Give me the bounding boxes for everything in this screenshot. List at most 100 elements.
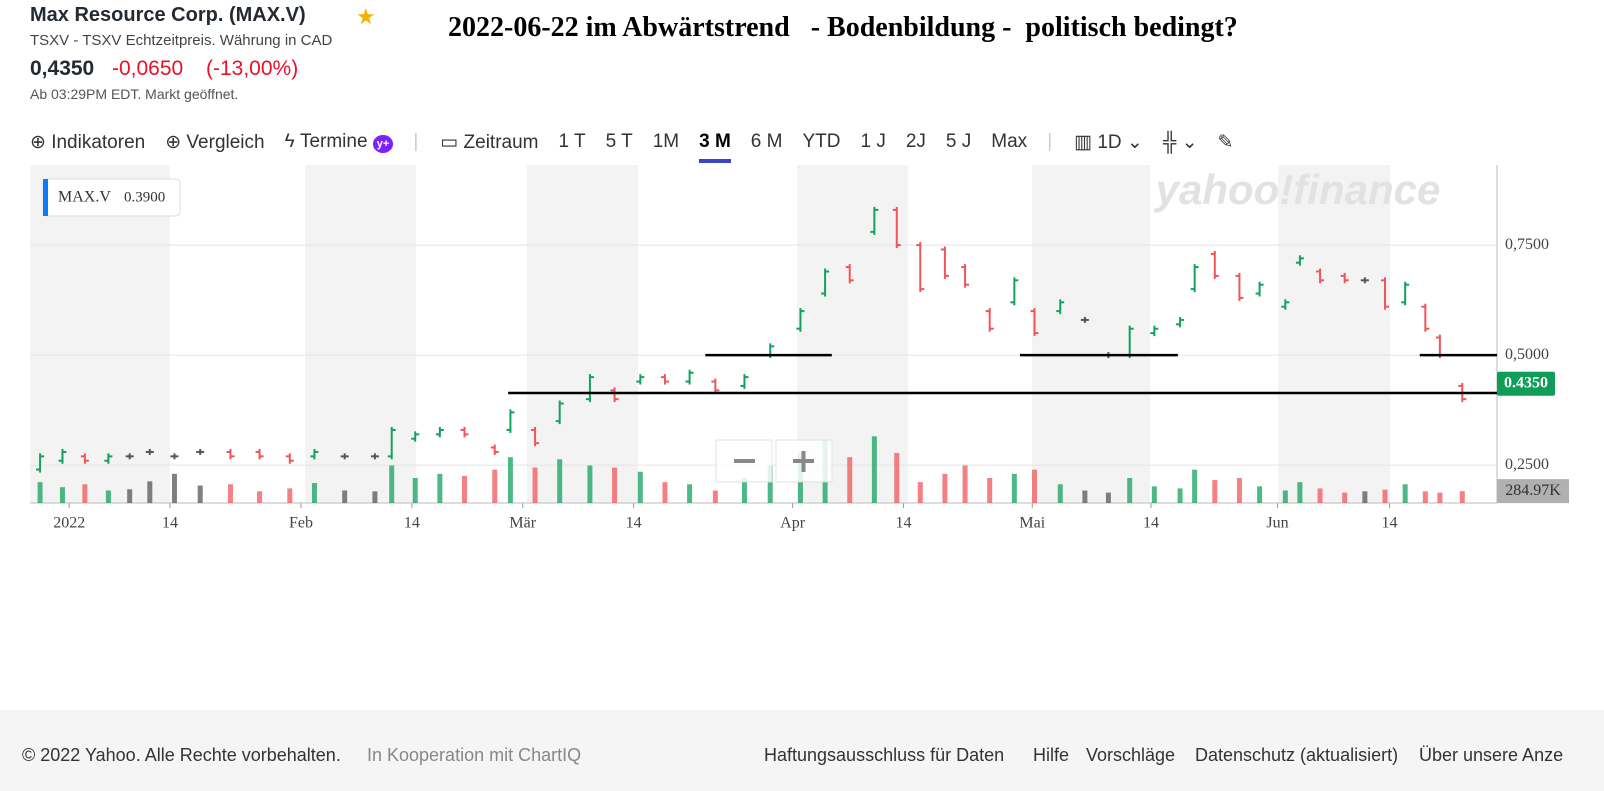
volume-bar [37,482,43,503]
x-tick-label: 14 [1143,515,1159,532]
volume-bar [962,465,968,503]
price: 0,4350 [30,57,95,80]
separator: | [1047,131,1053,152]
footer-link[interactable]: Datenschutz (aktualisiert) [1195,745,1399,765]
legend-swatch [43,179,48,216]
x-tick-label: Feb [289,515,313,532]
chart-type-button[interactable]: ╬ ⌄ [1162,131,1198,153]
volume-bar [1127,478,1133,503]
y-tick-label: 0,7500 [1505,236,1549,253]
bg-stripe [527,165,638,503]
volume-bar [372,491,378,503]
tool-label: Vergleich [186,131,265,153]
partner[interactable]: In Kooperation mit ChartIQ [367,745,582,765]
x-tick-label: Mär [509,515,536,532]
volume-bar [662,482,668,503]
tool-button[interactable]: ϟ Termine y+ [285,131,394,153]
volume-bar [767,465,773,503]
x-tick-label: 14 [162,515,178,532]
period-button[interactable]: ▭ Zeitraum [440,131,539,153]
legend-symbol: MAX.V [58,189,111,206]
x-tick-label: 14 [626,515,642,532]
exchange-info: TSXV - TSXV Echtzeitpreis. Währung in CA… [30,32,333,49]
volume-bar [462,475,468,503]
volume-bar [917,482,923,503]
draw-button[interactable]: ✎ [1217,131,1234,153]
volume-bar [342,490,348,503]
volume-bar [942,473,948,503]
annotation-title: 2022-06-22 im Abwärtstrend - Bodenbildun… [448,12,1238,43]
volume-bar [1212,480,1218,503]
tool-button[interactable]: ⊕ Vergleich [165,131,265,153]
volume-bar [1192,469,1198,503]
volume-bar [532,467,538,503]
interval-button[interactable]: ▥ 1D ⌄ [1074,131,1143,153]
footer-link[interactable]: Hilfe [1033,745,1070,765]
watchlist-star[interactable]: ★ [356,4,376,29]
tool-label: Indikatoren [51,131,146,153]
volume-bar [1282,490,1288,503]
x-tick-label: 14 [895,515,911,532]
x-tick-label: Mai [1019,515,1045,532]
range-button[interactable]: YTD [802,131,841,152]
range-button[interactable]: 5 J [945,131,972,152]
footer-link[interactable]: Haftungsausschluss für Daten [764,745,1005,765]
volume-bar [311,483,317,503]
bg-stripe [305,165,416,503]
volume-bar [59,487,65,503]
volume-bar [847,457,853,503]
volume-tag [1497,479,1569,504]
footer-link[interactable]: Über unsere Anze [1419,745,1564,765]
volume-bar [637,471,643,503]
zoom-controls[interactable] [715,439,833,483]
interval-label: 1D [1097,131,1122,153]
range-button[interactable]: 5 T [605,131,633,152]
volume-bar [871,436,877,503]
volume-bar [1105,492,1111,503]
bg-stripe [1032,165,1150,503]
volume-bar [1151,486,1157,503]
volume-bar [492,469,498,503]
volume-bar [105,490,111,503]
bg-stripe [1278,165,1390,503]
range-button[interactable]: 1 T [558,131,586,152]
volume-bar [412,478,418,503]
price-change: -0,0650 [112,57,184,80]
range-button[interactable]: 2J [905,131,926,152]
tool-button[interactable]: ⊕ Indikatoren [30,131,146,153]
volume-bar [1402,484,1408,503]
range-button[interactable]: Max [991,131,1028,152]
volume-bar [147,481,153,503]
volume-bar [1032,469,1038,503]
volume-bar [987,478,993,503]
volume-bar [1257,486,1263,503]
volume-bar [257,491,263,503]
volume-bar [1362,491,1368,503]
volume-bar [587,465,593,503]
range-button[interactable]: 1 J [860,131,886,152]
x-tick-label: 14 [404,515,420,532]
chart: yahoo!finance 0,2500 0,5000 0,7500 2022 14 Feb… [30,165,1569,532]
footer: © 2022 Yahoo. Alle Rechte vorbehalten. I… [0,710,1604,791]
range-button[interactable]: 3 M [699,131,731,163]
range-group: 1 T 5 T 1M 3 M 6 M YTD 1 J 2J 5 J Max [558,121,1047,163]
x-tick-label: Apr [780,515,806,532]
legend-value: 0.3900 [124,189,165,205]
y-tick-label: 0,2500 [1505,456,1549,473]
volume-bar [197,485,203,503]
volume-bar [507,457,513,503]
market-time: Ab 03:29PM EDT. Markt geöffnet. [30,86,239,102]
volume-bar [894,453,900,503]
copyright: © 2022 Yahoo. Alle Rechte vorbehalten. [22,745,341,765]
stock-name: Max Resource Corp. (MAX.V) [30,4,306,26]
range-button[interactable]: 6 M [750,131,783,152]
volume-bar [712,490,718,503]
footer-link[interactable]: Vorschläge [1086,745,1176,765]
x-tick-label: 14 [1381,515,1397,532]
volume-bar [741,478,747,503]
volume-bar [1236,478,1242,503]
range-button[interactable]: 1M [652,131,680,152]
volume-bar [227,484,233,503]
